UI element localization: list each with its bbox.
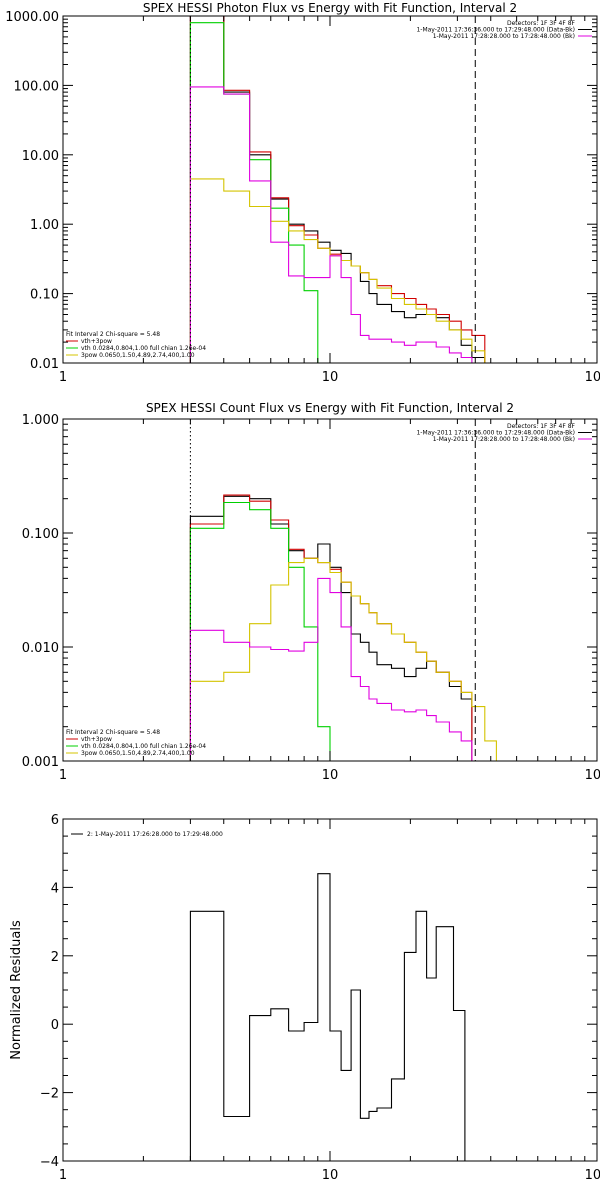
y-tick-label: 4: [51, 881, 59, 896]
series-group: [189, 873, 476, 1161]
y-tick-label: 100.00: [14, 79, 60, 94]
legend-entry: 1-May-2011 17:28:28.000 to 17:28:48.000 …: [433, 33, 575, 40]
x-tick-label: 10: [322, 370, 339, 385]
series-group: [189, 494, 507, 761]
y-tick-label: 0: [51, 1018, 59, 1033]
y-tick-label: −2: [40, 1087, 59, 1102]
chart-count: SPEX HESSI Count Flux vs Energy with Fit…: [22, 401, 600, 783]
legend-entry: vth+3pow: [81, 338, 112, 345]
x-tick-label: 1: [59, 768, 67, 783]
chart-residuals: 1 10 100 −4 −2 0 2 4 6 Normalized Residuals 2: 1-M…: [9, 813, 600, 1183]
legend-entry: 1-May-2011 17:28:28.000 to 17:28:48.000 …: [433, 436, 575, 443]
legend-entry: 3pow 0.0650,1.50,4.89,2.74,400,1.00: [81, 750, 195, 757]
series-2-line: [189, 22, 330, 363]
legend-entry: vth 0.0284,0.804,1.00 full chian 1.26e-0…: [81, 743, 206, 750]
series-group: [189, 16, 497, 363]
y-tick-label: 0.010: [22, 641, 59, 656]
y-tick-label: −4: [40, 1155, 59, 1170]
series-3-line: [189, 557, 507, 761]
chart-title: SPEX HESSI Photon Flux vs Energy with Fi…: [143, 1, 517, 15]
series-2-line: [189, 501, 331, 761]
legend-entry: 1-May-2011 17:36:36.000 to 17:29:48.000 …: [416, 430, 575, 437]
x-tick-label: 100: [585, 768, 600, 783]
legend-entry: Detectors: 1F 3F 4F 8F: [507, 423, 576, 430]
chart-photon: SPEX HESSI Photon Flux vs Energy with Fi…: [5, 1, 600, 385]
series-0-line: [189, 16, 486, 363]
y-tick-label: 1.00: [30, 218, 59, 233]
x-tick-label: 100: [585, 370, 600, 385]
y-axis-label: Normalized Residuals: [9, 920, 24, 1060]
legend-entry: vth 0.0284,0.804,1.00 full chian 1.26e-0…: [81, 345, 206, 352]
y-tick-label: 0.001: [22, 755, 59, 770]
legend-entry: Detectors: 1F 3F 4F 8F: [507, 20, 576, 27]
series-1-line: [189, 494, 473, 761]
x-tick-label: 100: [585, 1168, 600, 1183]
x-tick-label: 1: [59, 1168, 67, 1183]
legend-entry: 2: 1-May-2011 17:26:28.000 to 17:29:48.0…: [87, 831, 223, 838]
x-tick-label: 10: [322, 1168, 339, 1183]
plot-frame: [62, 15, 598, 364]
series-3-line: [189, 178, 497, 363]
legend-entry: Fit Interval 2 Chi-square = 5.48: [66, 729, 160, 736]
legend-entry: vth+3pow: [81, 736, 112, 743]
legend-entry: 1-May-2011 17:36:36.000 to 17:29:48.000 …: [416, 27, 575, 34]
y-tick-label: 1.000: [22, 413, 59, 428]
series-4-line: [189, 577, 485, 761]
legend-entry: 3pow 0.0650,1.50,4.89,2.74,400,1.00: [81, 352, 195, 359]
series-4-line: [189, 86, 485, 363]
y-tick-label: 10.00: [22, 149, 59, 164]
y-tick-label: 2: [51, 950, 59, 965]
legend-entry: Fit Interval 2 Chi-square = 5.48: [66, 331, 160, 338]
series-0-line: [189, 495, 473, 761]
chart-title: SPEX HESSI Count Flux vs Energy with Fit…: [146, 401, 514, 415]
y-tick-label: 6: [51, 813, 59, 828]
series-0-line: [189, 873, 476, 1161]
y-tick-label: 0.01: [30, 357, 59, 372]
y-tick-label: 0.10: [30, 288, 59, 303]
y-tick-label: 1000.00: [5, 10, 59, 25]
x-tick-label: 10: [322, 768, 339, 783]
y-tick-label: 0.100: [22, 527, 59, 542]
series-1-line: [189, 16, 486, 363]
x-tick-label: 1: [59, 370, 67, 385]
